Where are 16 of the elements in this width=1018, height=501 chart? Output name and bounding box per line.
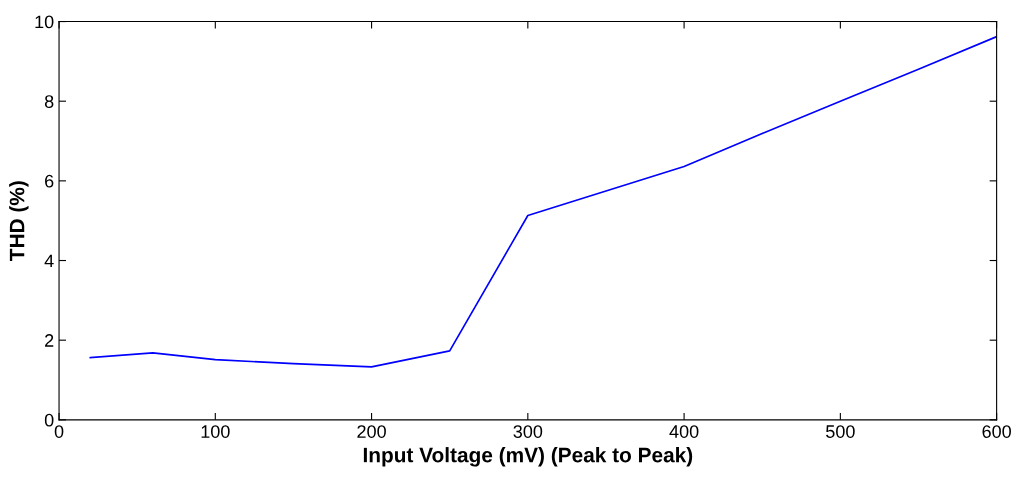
x-tick-label: 200 [357, 425, 386, 438]
y-tick-label: 4 [44, 254, 54, 268]
x-axis-title: Input Voltage (mV) (Peak to Peak) [363, 447, 693, 467]
x-tick-label: 0 [54, 425, 64, 438]
x-tick-label: 600 [982, 425, 1011, 438]
y-tick-label: 10 [35, 15, 54, 29]
x-tick-label: 300 [513, 425, 543, 438]
y-tick-label: 2 [45, 334, 54, 347]
y-tick-label: 6 [45, 174, 54, 188]
x-tick-label: 400 [669, 425, 699, 438]
y-tick-label: 0 [44, 413, 54, 427]
y-axis-title: THD (%) [9, 181, 29, 261]
x-tick-label: 100 [201, 425, 230, 438]
x-tick-label: 500 [826, 425, 855, 438]
y-tick-label: 8 [44, 95, 54, 108]
line-series [89, 35, 997, 368]
